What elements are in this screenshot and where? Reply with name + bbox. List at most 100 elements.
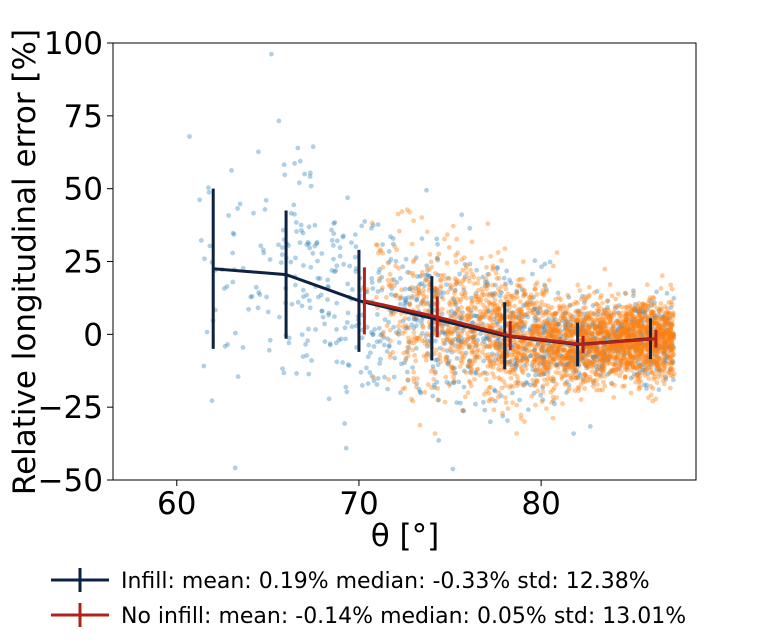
scatter-point: [484, 264, 489, 270]
scatter-point: [530, 377, 535, 383]
scatter-point: [596, 323, 602, 328]
scatter-point: [276, 118, 282, 124]
scatter-point: [589, 332, 595, 337]
scatter-point: [407, 270, 412, 276]
scatter-point: [495, 394, 501, 400]
scatter-point: [543, 308, 549, 314]
scatter-point: [582, 300, 587, 306]
scatter-point: [405, 378, 411, 383]
scatter-point: [600, 387, 605, 393]
scatter-point: [461, 285, 466, 291]
scatter-point: [669, 340, 675, 346]
scatter-point: [662, 330, 668, 336]
scatter-point: [577, 314, 583, 320]
scatter-point: [459, 315, 465, 321]
scatter-point: [492, 307, 498, 313]
scatter-point: [540, 389, 546, 395]
scatter-point: [534, 331, 540, 336]
scatter-point: [656, 312, 661, 318]
scatter-point: [635, 305, 641, 311]
scatter-point: [584, 314, 589, 320]
scatter-point: [567, 348, 573, 354]
scatter-point: [411, 316, 417, 322]
scatter-point: [461, 368, 467, 374]
scatter-point: [624, 327, 630, 333]
scatter-point: [419, 281, 425, 286]
scatter-point: [538, 357, 544, 363]
scatter-point: [533, 344, 538, 350]
scatter-point: [562, 322, 568, 328]
scatter-point: [624, 317, 629, 323]
scatter-point: [468, 308, 474, 313]
scatter-point: [407, 209, 412, 215]
scatter-point: [438, 273, 444, 278]
scatter-point: [612, 305, 618, 311]
scatter-point: [581, 315, 587, 320]
scatter-point: [490, 293, 496, 299]
scatter-point: [299, 228, 304, 233]
scatter-point: [488, 363, 494, 369]
scatter-point: [345, 195, 350, 201]
scatter-point: [561, 303, 566, 308]
scatter-point: [651, 296, 657, 301]
scatter-point: [559, 362, 565, 367]
scatter-point: [198, 238, 204, 243]
scatter-point: [514, 383, 520, 388]
scatter-point: [393, 292, 398, 298]
scatter-point: [518, 412, 524, 418]
scatter-point: [587, 424, 593, 429]
scatter-point: [420, 325, 426, 330]
scatter-point: [642, 314, 648, 319]
scatter-point: [644, 344, 650, 350]
scatter-point: [520, 328, 525, 334]
scatter-point: [581, 317, 587, 322]
scatter-point: [586, 344, 591, 350]
scatter-point: [529, 363, 535, 368]
scatter-point: [565, 292, 571, 298]
scatter-point: [457, 315, 462, 321]
scatter-point: [372, 327, 377, 332]
scatter-point: [452, 336, 458, 342]
scatter-point: [524, 355, 530, 361]
scatter-point: [438, 359, 443, 365]
scatter-point: [642, 368, 647, 373]
scatter-point: [637, 385, 643, 390]
scatter-point: [488, 419, 493, 425]
scatter-point: [633, 340, 639, 346]
scatter-point: [342, 421, 347, 426]
scatter-point: [580, 293, 585, 299]
scatter-point: [530, 331, 536, 336]
scatter-point: [615, 346, 621, 351]
scatter-point: [598, 332, 604, 338]
scatter-point: [391, 277, 397, 283]
scatter-point: [632, 317, 638, 322]
scatter-point: [448, 340, 454, 346]
scatter-point: [628, 311, 633, 317]
scatter-point: [365, 381, 371, 386]
scatter-point: [524, 358, 530, 363]
scatter-point: [434, 379, 440, 385]
scatter-point: [634, 356, 639, 362]
scatter-point: [541, 368, 547, 374]
scatter-point: [640, 347, 646, 352]
scatter-point: [546, 316, 551, 322]
scatter-point: [492, 301, 497, 307]
scatter-point: [381, 335, 387, 340]
scatter-point: [392, 283, 397, 289]
y-tick-label: 25: [64, 245, 103, 281]
scatter-point: [436, 397, 441, 403]
scatter-point: [327, 342, 333, 348]
scatter-point: [646, 297, 652, 303]
scatter-point: [670, 330, 676, 336]
scatter-point: [575, 317, 581, 323]
scatter-point: [548, 376, 554, 382]
scatter-point: [625, 344, 631, 349]
scatter-point: [387, 351, 393, 357]
scatter-point: [468, 268, 473, 273]
scatter-point: [653, 321, 659, 327]
scatter-point: [567, 303, 573, 308]
scatter-point: [260, 247, 266, 253]
scatter-point: [549, 378, 555, 384]
scatter-point: [491, 407, 497, 413]
scatter-point: [644, 329, 650, 334]
